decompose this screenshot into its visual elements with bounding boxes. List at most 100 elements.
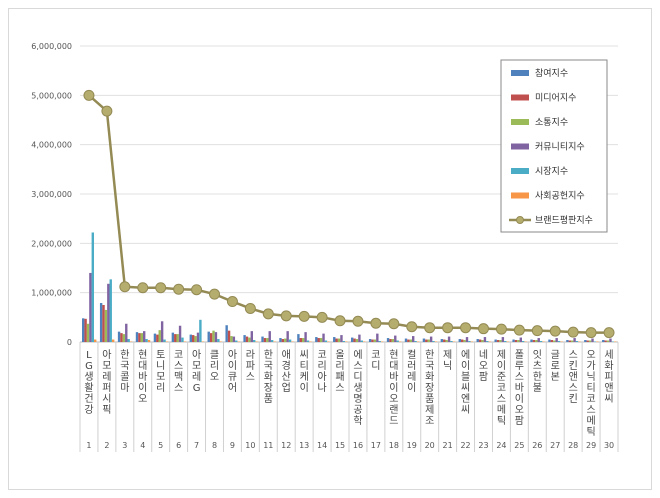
bar-2 bbox=[371, 339, 374, 342]
bar-2 bbox=[245, 336, 249, 342]
bar-1 bbox=[135, 332, 139, 342]
x-rank-label: 28 bbox=[568, 441, 578, 450]
bar-4 bbox=[89, 272, 92, 342]
bar-5 bbox=[557, 341, 561, 342]
bar-2 bbox=[102, 305, 105, 342]
bar-5 bbox=[504, 341, 507, 342]
bar-2 bbox=[389, 339, 392, 342]
y-tick-label: 2,000,000 bbox=[31, 239, 72, 248]
bar-3 bbox=[104, 309, 108, 342]
bar-2 bbox=[192, 335, 195, 342]
line-point bbox=[567, 326, 579, 338]
line-point bbox=[531, 325, 543, 337]
bar-2 bbox=[138, 333, 141, 342]
bar-4 bbox=[143, 331, 146, 342]
x-rank-label: 20 bbox=[425, 441, 435, 450]
legend-swatch bbox=[511, 70, 529, 76]
bar-2 bbox=[281, 339, 285, 342]
line-point bbox=[298, 310, 310, 322]
line-point bbox=[585, 327, 597, 339]
bar-2 bbox=[532, 340, 536, 342]
bar-5 bbox=[575, 341, 579, 342]
bar-1 bbox=[494, 339, 497, 342]
bar-3 bbox=[517, 340, 520, 342]
bar-6 bbox=[94, 339, 97, 342]
x-rank-label: 14 bbox=[317, 441, 327, 450]
line-point bbox=[173, 283, 185, 295]
bar-3 bbox=[86, 323, 90, 342]
x-rank-label: 7 bbox=[194, 441, 199, 450]
bar-4 bbox=[125, 323, 128, 342]
bar-5 bbox=[342, 341, 346, 342]
line-point bbox=[370, 317, 382, 329]
legend-swatch bbox=[511, 168, 529, 174]
bar-3 bbox=[463, 340, 466, 342]
bar-1 bbox=[386, 338, 390, 342]
bar-4 bbox=[609, 338, 612, 342]
bar-3 bbox=[284, 338, 287, 342]
bar-2 bbox=[299, 338, 302, 342]
bar-3 bbox=[158, 330, 161, 342]
bar-3 bbox=[194, 336, 197, 342]
bar-2 bbox=[174, 334, 177, 342]
bar-2 bbox=[353, 338, 356, 342]
y-tick-label: 6,000,000 bbox=[31, 42, 72, 51]
bar-2 bbox=[425, 339, 428, 342]
bar-3 bbox=[212, 330, 215, 342]
bar-5 bbox=[199, 319, 202, 342]
bar-5 bbox=[127, 339, 130, 342]
bar-5 bbox=[163, 339, 166, 342]
bar-4 bbox=[501, 337, 505, 342]
bar-5 bbox=[378, 341, 381, 342]
bar-3 bbox=[140, 333, 143, 342]
bar-3 bbox=[122, 334, 126, 342]
bar-1 bbox=[261, 336, 264, 342]
bar-1 bbox=[279, 338, 282, 342]
line-point bbox=[549, 325, 561, 337]
x-rank-label: 22 bbox=[460, 441, 470, 450]
line-point bbox=[603, 327, 615, 339]
x-rank-label: 29 bbox=[586, 441, 596, 450]
bar-1 bbox=[207, 331, 210, 342]
bar-5 bbox=[414, 341, 417, 342]
bar-1 bbox=[82, 318, 85, 342]
bar-2 bbox=[604, 340, 607, 342]
line-point bbox=[460, 322, 472, 334]
bar-4 bbox=[429, 336, 433, 342]
bar-2 bbox=[478, 339, 482, 342]
bar-5 bbox=[539, 341, 543, 342]
x-rank-label: 24 bbox=[496, 441, 506, 450]
bar-4 bbox=[214, 332, 218, 342]
x-rank-label: 1 bbox=[86, 441, 91, 450]
line-point bbox=[209, 288, 220, 300]
y-tick-label: 5,000,000 bbox=[31, 91, 72, 100]
x-rank-label: 27 bbox=[550, 441, 560, 450]
bar-1 bbox=[153, 333, 157, 342]
legend-label: 커뮤니티지수 bbox=[535, 142, 585, 153]
line-point bbox=[316, 311, 328, 323]
bar-5 bbox=[324, 340, 328, 342]
line-point bbox=[137, 282, 149, 294]
bar-3 bbox=[337, 338, 341, 342]
bar-4 bbox=[555, 338, 558, 342]
legend-label: 시장지수 bbox=[535, 166, 568, 177]
line-point bbox=[262, 308, 274, 320]
x-rank-label: 30 bbox=[604, 441, 614, 450]
bar-3 bbox=[373, 339, 377, 342]
bar-4 bbox=[394, 335, 397, 342]
bar-1 bbox=[512, 339, 515, 342]
